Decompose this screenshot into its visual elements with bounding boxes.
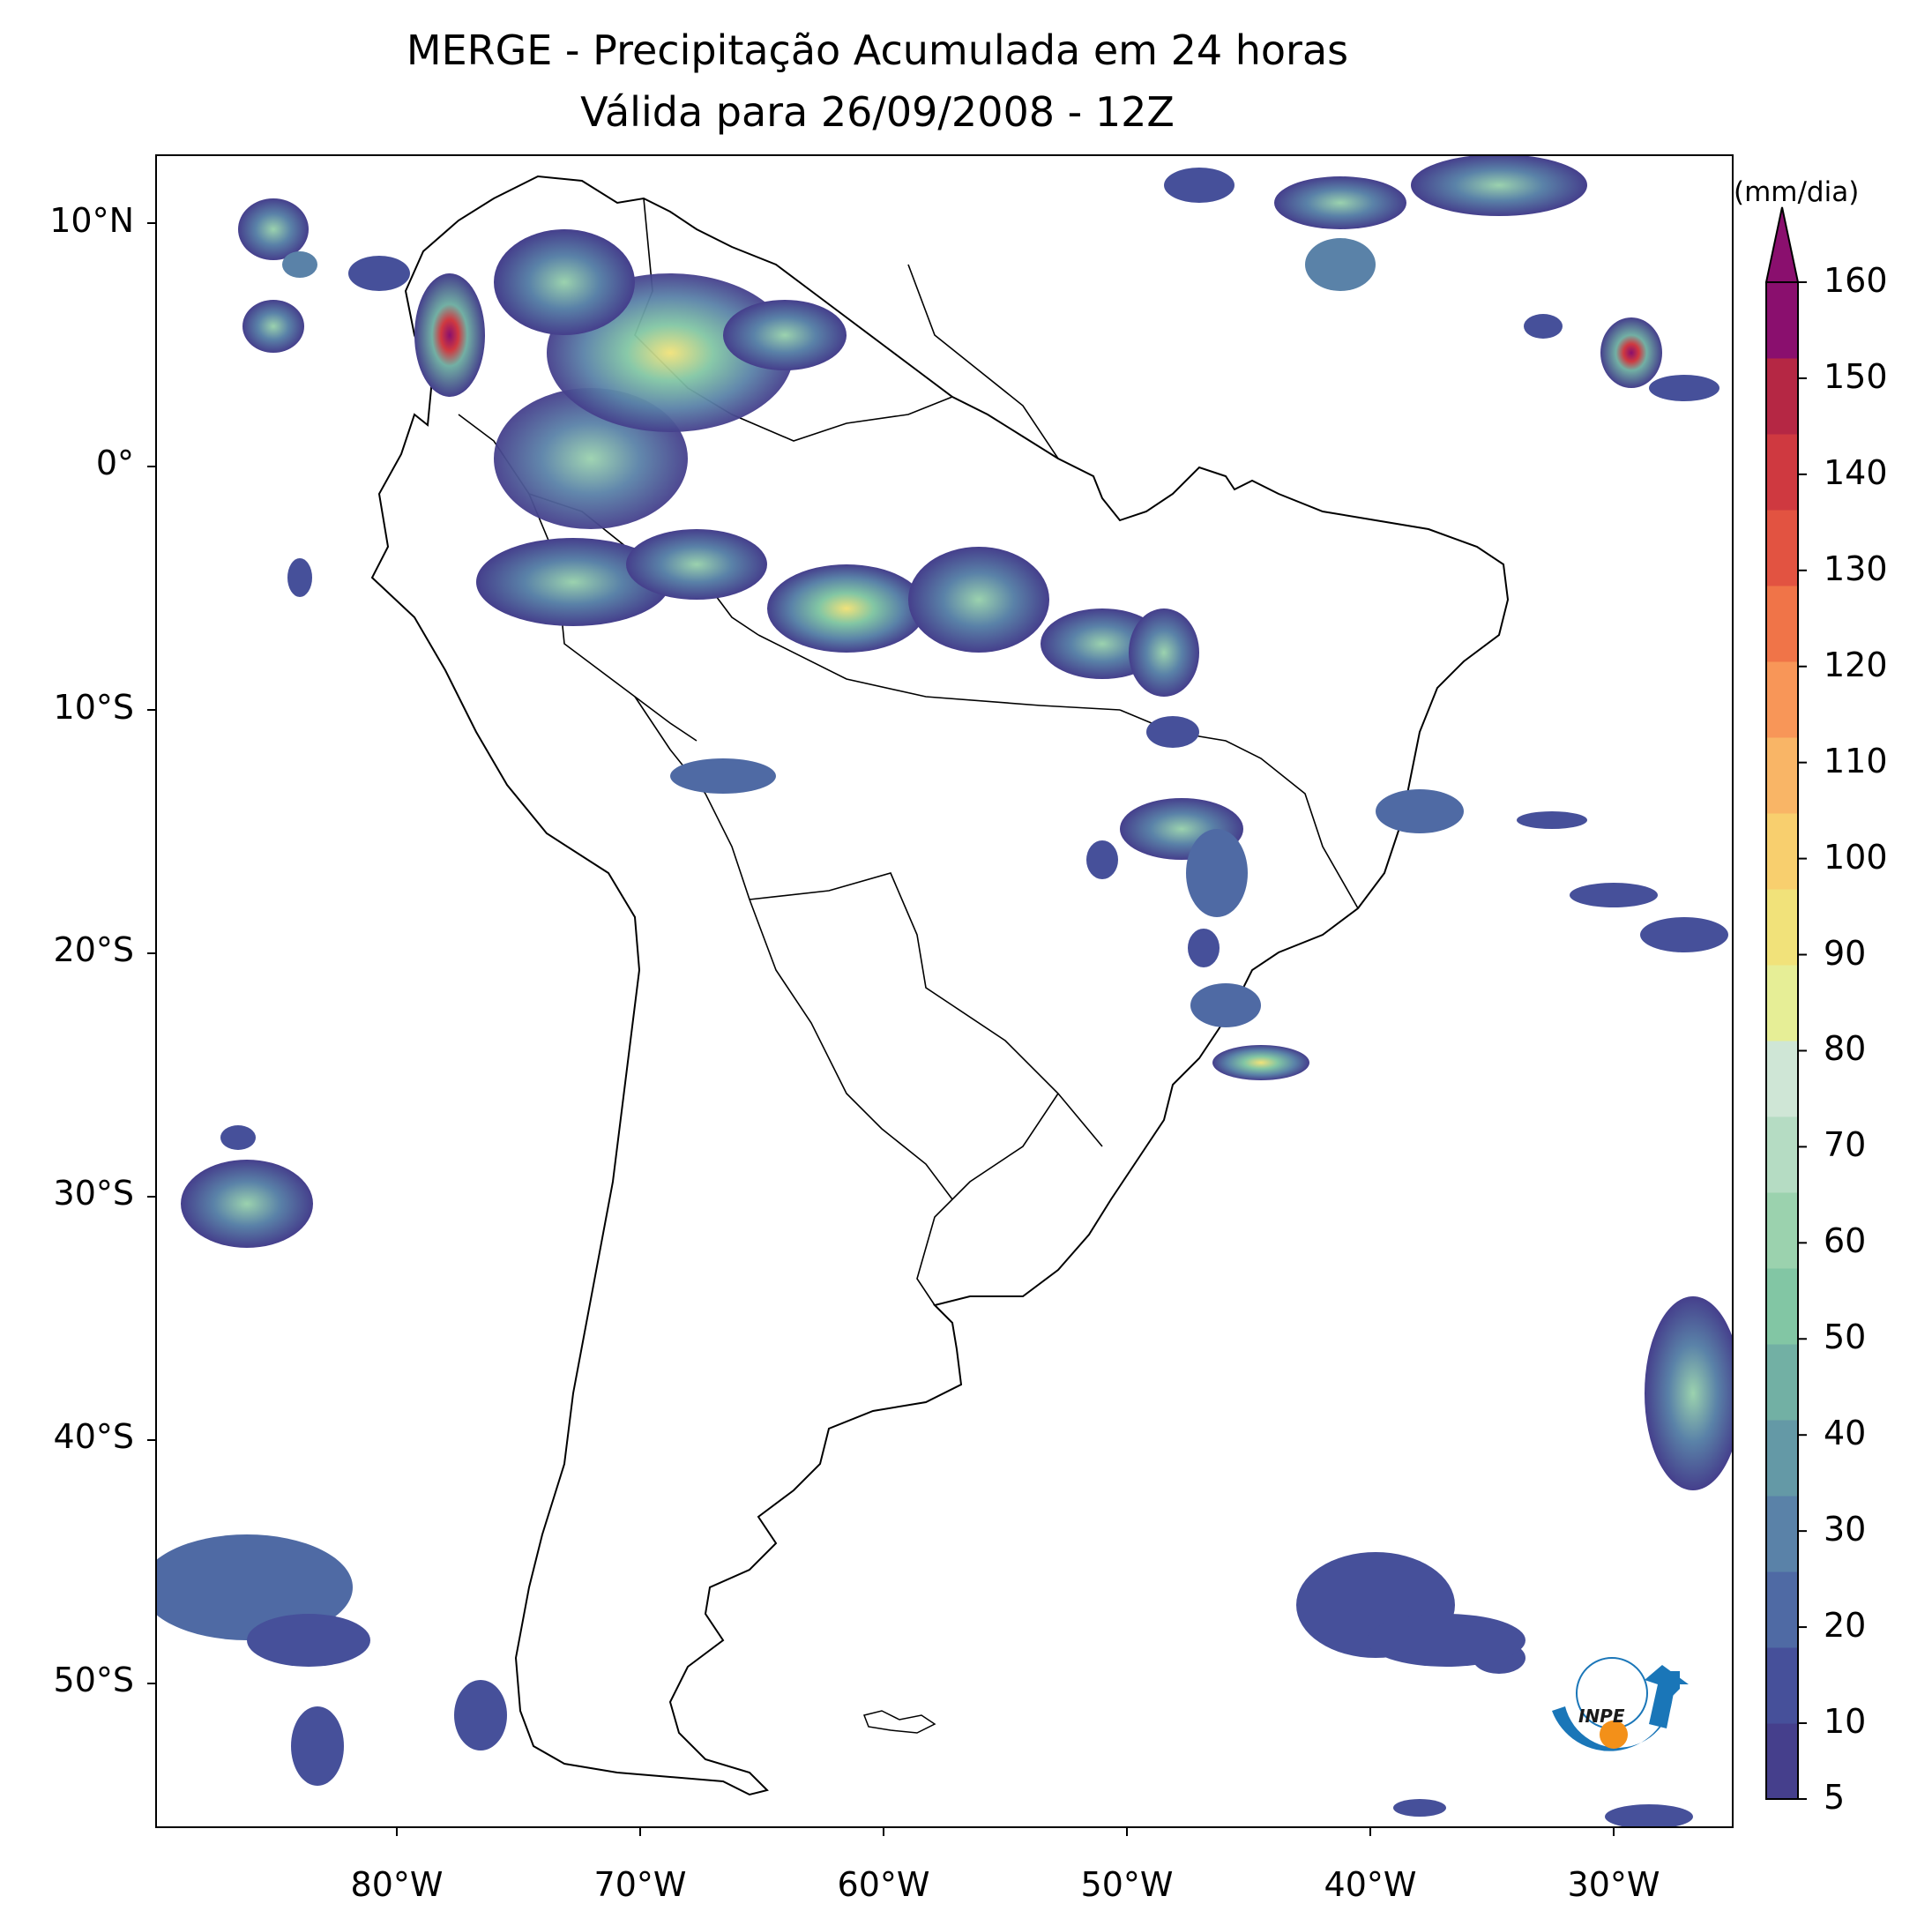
lat-label-20s: 20°S (53, 930, 134, 969)
colorbar-segment (1766, 1723, 1798, 1800)
colorbar-segment (1766, 1268, 1798, 1345)
colorbar-unit: (mm/dia) (1734, 176, 1860, 208)
colorbar-segment (1766, 586, 1798, 662)
colorbar-tick-label: 10 (1824, 1702, 1867, 1741)
colorbar-segment (1766, 1496, 1798, 1572)
inpe-logo-text: INPE (1578, 1706, 1625, 1727)
lon-label-80w: 80°W (350, 1865, 444, 1904)
map-subtitle: Válida para 26/09/2008 - 12Z (580, 88, 1175, 136)
axis-ticks (147, 222, 1615, 1836)
colorbar-segment (1766, 1571, 1798, 1648)
colorbar-segment (1766, 1420, 1798, 1497)
colorbar-segment (1766, 1192, 1798, 1269)
precipitation-field (156, 155, 1733, 1827)
lon-label-70w: 70°W (593, 1865, 687, 1904)
colorbar-segment (1766, 965, 1798, 1041)
colorbar-segment (1766, 1344, 1798, 1421)
colorbar-tick-label: 70 (1824, 1125, 1867, 1165)
colorbar-tick-label: 140 (1824, 452, 1888, 492)
lon-label-30w: 30°W (1567, 1865, 1660, 1904)
colorbar-tick-label: 30 (1824, 1510, 1867, 1549)
colorbar-segment (1766, 661, 1798, 738)
colorbar (1764, 206, 1807, 1800)
lon-label-40w: 40°W (1324, 1865, 1417, 1904)
colorbar-tick-label: 20 (1824, 1606, 1867, 1646)
colorbar-segment (1766, 434, 1798, 511)
lat-label-40s: 40°S (53, 1417, 134, 1456)
colorbar-tick-label: 100 (1824, 837, 1888, 877)
lat-label-30s: 30°S (53, 1174, 134, 1213)
colorbar-tick-label: 40 (1824, 1414, 1867, 1453)
falklands-outline (862, 1710, 936, 1734)
inpe-logo: INPE (1525, 1624, 1702, 1783)
colorbar-tick-label: 120 (1824, 645, 1888, 684)
colorbar-segment (1766, 1041, 1798, 1117)
map-frame (155, 154, 1734, 1828)
colorbar-segment (1766, 737, 1798, 814)
colorbar-tick-label: 160 (1824, 261, 1888, 300)
colorbar-tick-label: 110 (1824, 741, 1888, 780)
colorbar-segment (1766, 889, 1798, 966)
colorbar-segment (1766, 358, 1798, 435)
lat-label-10n: 10°N (49, 201, 134, 240)
colorbar-tick-label: 50 (1824, 1318, 1867, 1357)
lat-label-10s: 10°S (53, 688, 134, 727)
colorbar-tick-label: 80 (1824, 1029, 1867, 1069)
colorbar-segment (1766, 510, 1798, 586)
colorbar-tick-label: 90 (1824, 933, 1867, 973)
lat-label-50s: 50°S (53, 1661, 134, 1699)
map-area (156, 155, 1733, 1827)
colorbar-tick-label: 60 (1824, 1221, 1867, 1261)
colorbar-segment (1766, 1647, 1798, 1724)
map-title: MERGE - Precipitação Acumulada em 24 hor… (406, 26, 1349, 74)
lon-label-60w: 60°W (837, 1865, 930, 1904)
lat-label-0: 0° (95, 444, 134, 482)
colorbar-extend-arrow (1764, 206, 1800, 283)
colorbar-tick-label: 130 (1824, 549, 1888, 588)
colorbar-frame (1765, 281, 1799, 1800)
colorbar-segment (1766, 1116, 1798, 1193)
lon-label-50w: 50°W (1080, 1865, 1174, 1904)
colorbar-tick-label: 150 (1824, 356, 1888, 396)
colorbar-tick-label: 5 (1824, 1778, 1846, 1817)
colorbar-segment (1766, 813, 1798, 890)
colorbar-segment (1766, 282, 1798, 359)
